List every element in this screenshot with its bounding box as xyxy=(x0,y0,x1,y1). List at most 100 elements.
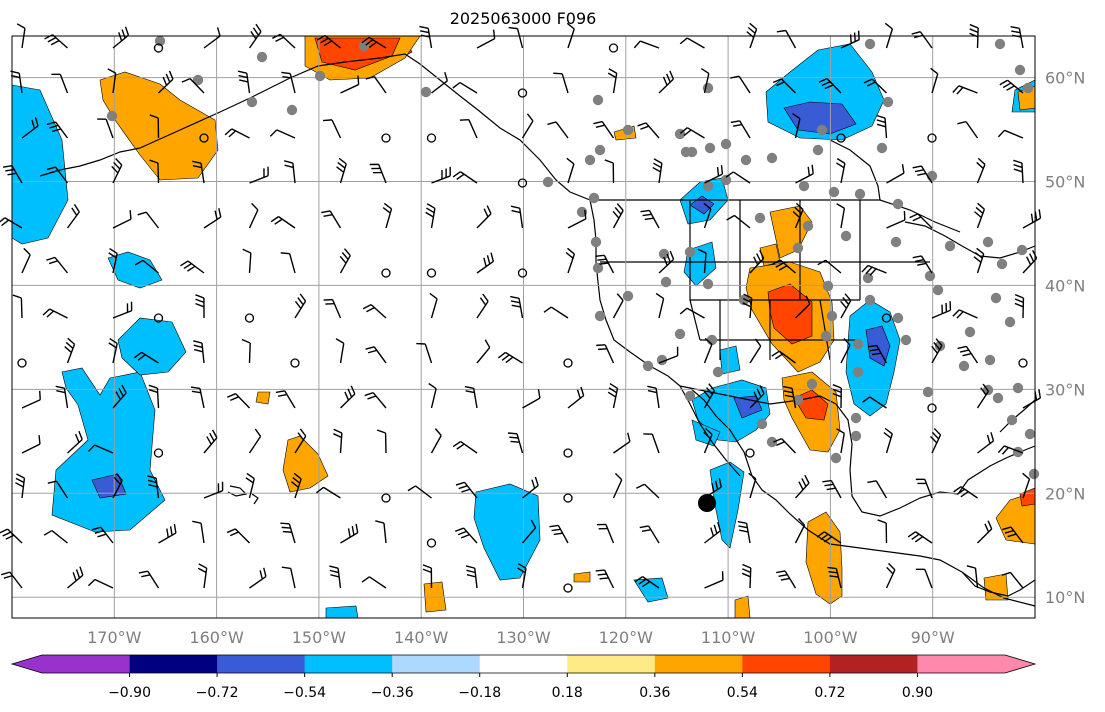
wind-barb xyxy=(15,473,26,499)
wind-barb-shaft xyxy=(368,36,387,49)
wind-barb xyxy=(604,159,615,184)
wind-barb-flag xyxy=(297,432,304,441)
wind-barb-flag xyxy=(134,259,144,266)
wind-barb-flag xyxy=(597,258,607,261)
wind-barb-shaft xyxy=(59,74,69,94)
wind-barb-shaft xyxy=(100,526,114,544)
wind-barb xyxy=(46,166,69,184)
wind-barb xyxy=(827,566,842,589)
wind-barb-shaft xyxy=(231,128,250,139)
wind-barb-shaft xyxy=(141,351,159,364)
wind-barb-flag xyxy=(193,348,204,353)
wind-barb-flag xyxy=(333,433,342,439)
calm-wind-circle xyxy=(927,133,937,143)
wind-barb xyxy=(455,481,478,499)
wind-barb-shaft xyxy=(468,119,478,139)
wind-barb-shaft xyxy=(340,532,359,544)
wind-barb-flag xyxy=(277,393,288,397)
wind-barb-flag xyxy=(957,120,967,125)
wind-barb-shaft xyxy=(112,253,118,274)
calm-wind-circle xyxy=(244,313,255,323)
wind-barb-shaft xyxy=(331,119,342,139)
anomaly-contour xyxy=(325,605,359,619)
wind-barb-flag xyxy=(901,164,905,174)
wind-barb xyxy=(112,473,123,499)
wind-barb-shaft xyxy=(686,307,705,319)
longitude-label: 120°W xyxy=(599,628,654,647)
coastline-segment xyxy=(227,485,248,497)
wind-barb-shaft xyxy=(885,28,894,49)
wind-barb-flag xyxy=(884,427,893,435)
station-dot xyxy=(964,326,976,338)
wind-barb-flag xyxy=(857,30,860,40)
wind-barb-flag xyxy=(508,26,518,30)
station-dot xyxy=(642,360,654,372)
wind-barb xyxy=(510,295,524,319)
wind-barb xyxy=(886,164,905,184)
wind-barb-flag xyxy=(795,202,804,210)
wind-barb-shaft xyxy=(885,433,893,454)
wind-barb-flag xyxy=(608,68,618,74)
station-dot xyxy=(852,338,864,350)
wind-barb-flag xyxy=(607,391,617,398)
wind-barb xyxy=(181,77,205,94)
wind-barb-flag xyxy=(730,75,740,79)
wind-barb-flag xyxy=(956,488,966,495)
wind-barb-shaft xyxy=(567,28,575,49)
wind-barb-shaft xyxy=(518,298,524,319)
wind-barb-flag xyxy=(118,387,124,397)
wind-barb-flag xyxy=(1038,388,1042,399)
wind-barb-flag xyxy=(933,427,942,436)
wind-barb-flag xyxy=(486,205,492,214)
wind-barb-flag xyxy=(192,520,202,524)
wind-barb xyxy=(459,119,478,139)
longitude-label: 100°W xyxy=(803,628,858,647)
wind-barb xyxy=(612,472,623,499)
wind-barb-flag xyxy=(973,256,982,263)
wind-barb xyxy=(361,576,387,589)
calm-wind-circle xyxy=(199,133,209,143)
wind-barb-shaft xyxy=(703,344,713,364)
wind-barb-flag xyxy=(452,440,462,448)
wind-barb-shaft xyxy=(51,530,68,544)
wind-barb-shaft xyxy=(147,570,160,589)
wind-barb-shaft xyxy=(112,310,132,319)
wind-barb-flag xyxy=(824,483,834,487)
wind-barb xyxy=(639,525,660,544)
station-dot xyxy=(592,94,604,106)
wind-barb-shaft xyxy=(869,396,887,409)
wind-barb-flag xyxy=(510,300,520,304)
wind-barb-flag xyxy=(452,171,461,178)
wind-barb xyxy=(249,567,267,589)
wind-barb xyxy=(290,472,302,499)
coastline-layer xyxy=(39,53,1036,607)
wind-barb xyxy=(637,122,660,139)
wind-barb-flag xyxy=(15,482,24,488)
wind-barb-flag xyxy=(652,166,661,173)
wind-barb-flag xyxy=(776,29,786,33)
wind-barb-flag xyxy=(51,128,62,133)
wind-barb xyxy=(149,114,160,139)
wind-barb-shaft xyxy=(1022,397,1041,409)
wind-barb-shaft xyxy=(876,345,888,364)
wind-barb-flag xyxy=(794,206,802,215)
wind-barb-flag xyxy=(746,31,755,38)
wind-barb xyxy=(248,428,262,454)
wind-barb-shaft xyxy=(830,480,842,499)
wind-barb xyxy=(952,85,978,95)
wind-barb-flag xyxy=(254,428,262,437)
wind-barb-flag xyxy=(241,338,251,344)
wind-barb xyxy=(335,338,345,364)
wind-barb-flag xyxy=(706,387,713,395)
wind-barb xyxy=(595,569,615,589)
station-dot xyxy=(792,242,804,254)
wind-barb-shaft xyxy=(567,163,575,184)
wind-barb xyxy=(283,160,296,184)
wind-barb-flag xyxy=(886,566,894,575)
wind-barb-flag xyxy=(553,72,563,75)
wind-barb-flag xyxy=(974,211,982,219)
wind-barb-shaft xyxy=(505,351,523,364)
wind-barb-flag xyxy=(482,293,489,302)
wind-barb-flag xyxy=(534,476,539,486)
wind-barb-flag xyxy=(713,524,718,534)
